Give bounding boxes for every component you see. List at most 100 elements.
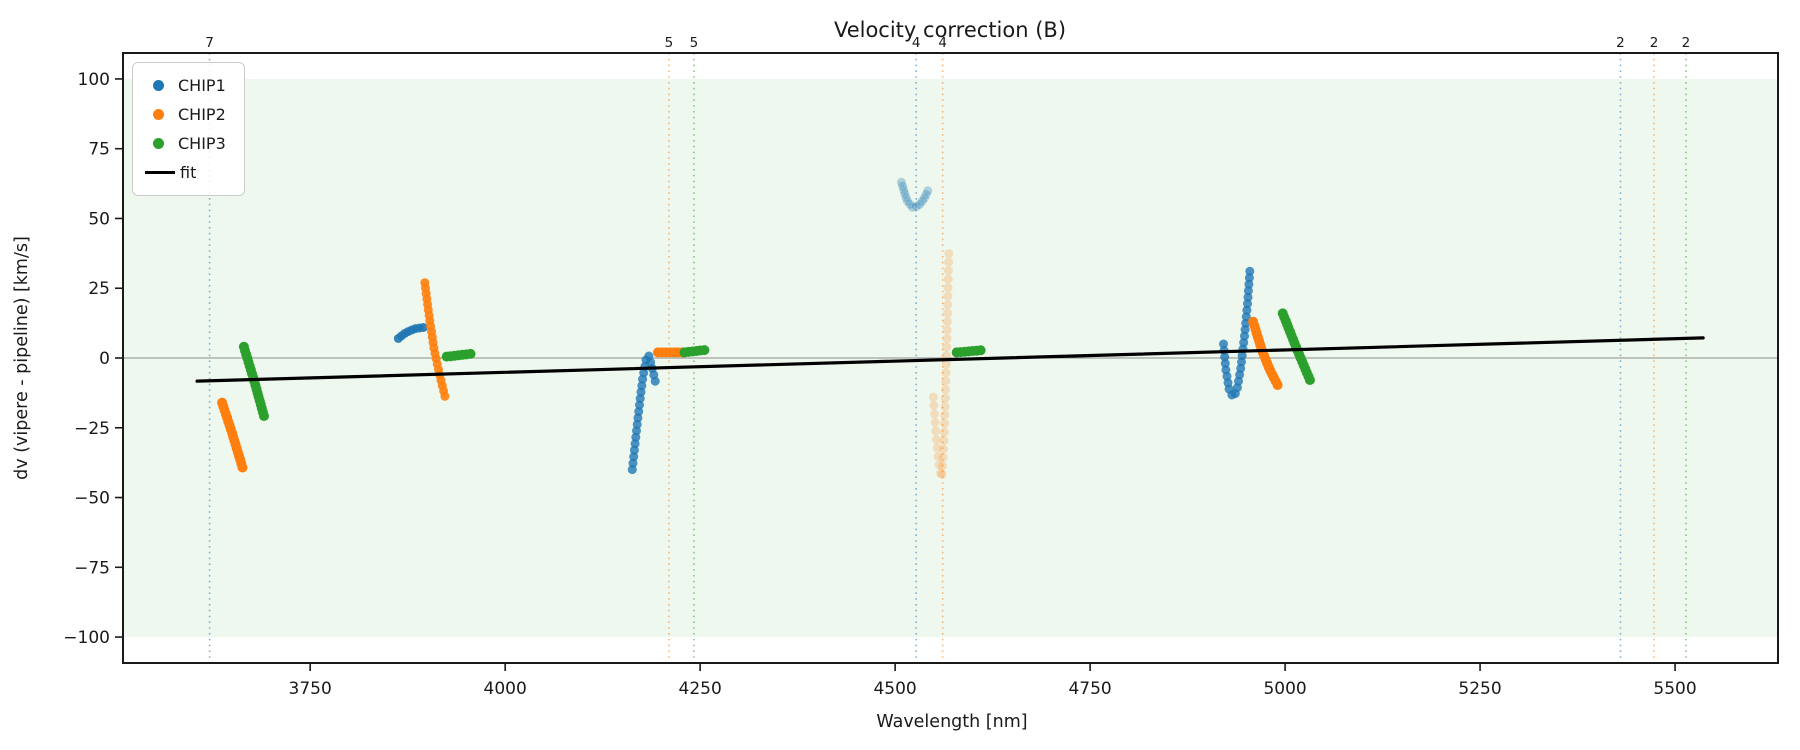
data-point bbox=[1219, 339, 1228, 349]
legend-label-chip1: CHIP1 bbox=[178, 76, 226, 95]
data-point bbox=[898, 181, 907, 191]
data-point bbox=[943, 266, 953, 276]
data-point bbox=[896, 177, 906, 187]
x-tick-label: 4750 bbox=[1068, 679, 1111, 699]
data-point bbox=[915, 200, 925, 209]
data-point bbox=[938, 461, 948, 471]
data-point bbox=[699, 345, 710, 356]
data-point bbox=[934, 460, 944, 470]
data-point bbox=[465, 348, 476, 359]
legend: CHIP1 CHIP2 CHIP3 fit bbox=[132, 62, 245, 196]
data-point bbox=[1242, 305, 1252, 315]
data-point bbox=[1243, 286, 1253, 296]
data-point bbox=[1243, 299, 1252, 309]
data-point bbox=[631, 432, 641, 442]
data-point bbox=[917, 196, 927, 206]
data-point bbox=[1220, 352, 1230, 362]
y-tick-label: 75 bbox=[88, 140, 110, 160]
data-point bbox=[418, 323, 428, 332]
data-point bbox=[1244, 279, 1254, 289]
order-count-label-3: 4 bbox=[912, 35, 921, 51]
order-count-label-7: 2 bbox=[1682, 35, 1691, 51]
series-CHIP3 bbox=[238, 308, 1315, 421]
x-tick-label: 5500 bbox=[1653, 679, 1696, 699]
legend-item-chip1: CHIP1 bbox=[145, 71, 226, 100]
data-point bbox=[921, 190, 931, 199]
x-tick-label: 5000 bbox=[1263, 679, 1306, 699]
data-point bbox=[944, 257, 954, 267]
data-point bbox=[943, 308, 953, 318]
data-point bbox=[940, 410, 950, 420]
order-count-label-0: 7 bbox=[205, 35, 214, 51]
data-point bbox=[941, 359, 951, 369]
data-point bbox=[1243, 292, 1253, 302]
data-point bbox=[900, 189, 910, 199]
y-tick-label: −50 bbox=[74, 489, 110, 509]
data-point bbox=[1244, 273, 1254, 283]
data-point bbox=[941, 368, 951, 378]
x-tick-label: 4500 bbox=[873, 679, 916, 699]
y-tick-label: −75 bbox=[74, 558, 110, 578]
data-point bbox=[943, 300, 953, 310]
fit-line bbox=[195, 336, 1705, 383]
series-CHIP1 bbox=[393, 177, 1255, 475]
data-point bbox=[1241, 318, 1251, 328]
data-point bbox=[1304, 375, 1315, 385]
order-count-label-6: 2 bbox=[1650, 35, 1659, 51]
chart-title: Velocity correction (B) bbox=[834, 18, 1066, 42]
data-point bbox=[1272, 380, 1283, 390]
data-point bbox=[939, 444, 948, 454]
y-axis-label: dv (vipere - pipeline) [km/s] bbox=[12, 236, 32, 480]
x-tick-label: 3750 bbox=[289, 679, 332, 699]
data-point bbox=[940, 402, 950, 412]
data-point bbox=[930, 409, 939, 419]
legend-item-chip2: CHIP2 bbox=[145, 100, 226, 129]
data-point bbox=[939, 427, 949, 437]
fit-line-icon bbox=[145, 170, 175, 175]
data-point bbox=[941, 376, 951, 386]
data-point bbox=[923, 186, 933, 196]
x-axis-label: Wavelength [nm] bbox=[876, 712, 1027, 732]
order-count-label-5: 2 bbox=[1616, 35, 1625, 51]
data-point bbox=[908, 202, 917, 212]
data-point bbox=[629, 452, 639, 462]
data-point bbox=[937, 470, 947, 479]
data-point bbox=[919, 193, 929, 203]
chip3-marker-icon bbox=[153, 138, 164, 149]
x-tick-label: 5250 bbox=[1458, 679, 1501, 699]
legend-label-fit: fit bbox=[180, 163, 197, 182]
data-point bbox=[259, 411, 269, 421]
x-tick-label: 4250 bbox=[679, 679, 722, 699]
data-point bbox=[933, 451, 943, 461]
data-point bbox=[942, 334, 952, 344]
data-point bbox=[942, 342, 952, 352]
legend-item-chip3: CHIP3 bbox=[145, 129, 226, 158]
data-point bbox=[944, 249, 954, 259]
data-point bbox=[628, 458, 638, 468]
data-point bbox=[237, 462, 248, 473]
data-point bbox=[440, 391, 450, 401]
chip2-marker-icon bbox=[153, 109, 164, 120]
y-tick-label: 50 bbox=[88, 209, 110, 229]
order-count-label-1: 5 bbox=[665, 35, 674, 51]
data-point bbox=[929, 401, 939, 410]
order-count-label-2: 5 bbox=[690, 35, 699, 51]
chip1-marker-icon bbox=[153, 80, 164, 91]
data-point bbox=[650, 376, 660, 386]
data-point bbox=[1240, 331, 1249, 341]
data-point bbox=[942, 351, 951, 361]
data-point bbox=[940, 393, 950, 403]
data-point bbox=[938, 453, 948, 463]
data-point bbox=[931, 426, 941, 436]
legend-label-chip2: CHIP2 bbox=[178, 105, 226, 124]
y-tick-label: −100 bbox=[63, 628, 110, 648]
data-point bbox=[975, 345, 986, 356]
series-CHIP2 bbox=[217, 249, 1283, 479]
data-point bbox=[940, 419, 950, 429]
y-tick-label: 25 bbox=[88, 279, 110, 299]
data-point bbox=[932, 443, 942, 453]
data-point bbox=[928, 392, 938, 402]
data-point bbox=[942, 317, 952, 327]
